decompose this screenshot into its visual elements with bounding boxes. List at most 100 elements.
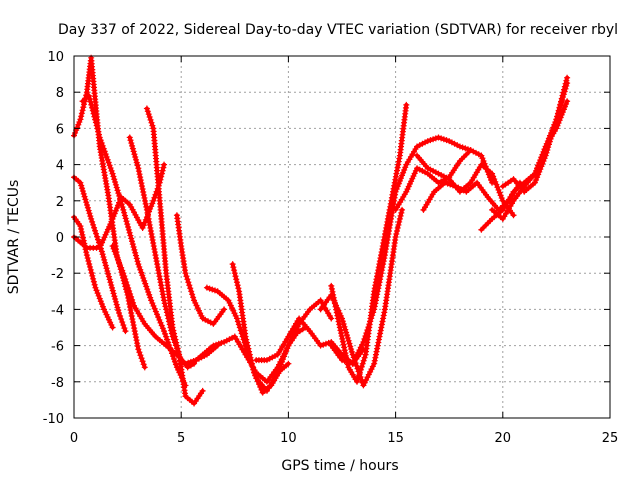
data-point <box>124 221 131 228</box>
data-point <box>357 344 364 351</box>
data-point <box>470 148 477 155</box>
data-point <box>113 205 120 212</box>
data-point <box>535 171 542 178</box>
data-point <box>560 106 567 113</box>
data-point <box>133 255 140 262</box>
data-point <box>109 215 116 222</box>
data-point <box>142 280 149 287</box>
data-point <box>149 122 156 129</box>
data-point <box>248 357 255 364</box>
data-point <box>134 162 141 169</box>
data-point <box>129 296 136 303</box>
data-point <box>561 103 568 110</box>
data-point <box>188 288 195 295</box>
data-point <box>110 213 117 220</box>
data-point <box>121 273 128 280</box>
data-point <box>249 363 256 370</box>
data-point <box>349 351 356 358</box>
data-point <box>121 212 128 219</box>
x-tick-label: 5 <box>177 431 185 446</box>
data-point <box>409 175 416 182</box>
data-point <box>156 316 163 323</box>
data-point <box>111 210 118 217</box>
data-point <box>124 282 131 289</box>
data-point <box>190 294 197 301</box>
data-point <box>202 316 209 323</box>
data-point <box>341 347 348 354</box>
data-point <box>84 204 91 211</box>
data-point <box>554 113 561 120</box>
data-point <box>125 223 132 230</box>
data-point <box>550 127 557 134</box>
x-axis-label: GPS time / hours <box>281 458 398 474</box>
data-point <box>363 330 370 337</box>
data-point <box>394 227 401 234</box>
data-point <box>497 192 504 199</box>
data-point <box>353 362 360 369</box>
data-point <box>288 337 295 344</box>
data-point <box>120 206 127 213</box>
data-point <box>253 375 260 382</box>
data-point <box>457 186 464 193</box>
data-point <box>86 210 93 217</box>
data-point <box>148 119 155 126</box>
y-axis-label: SDTVAR / TECUs <box>6 180 22 295</box>
data-point <box>136 349 143 356</box>
data-point <box>142 197 149 204</box>
data-point <box>562 85 569 92</box>
data-point <box>138 269 145 276</box>
data-point <box>218 339 225 346</box>
series-line <box>329 135 473 366</box>
data-point <box>454 142 461 149</box>
data-point <box>157 319 164 326</box>
data-point <box>145 111 152 118</box>
data-point <box>159 167 166 174</box>
data-point <box>534 174 541 181</box>
data-point <box>210 342 217 349</box>
data-point <box>363 376 370 383</box>
data-point <box>342 326 349 333</box>
data-point <box>134 258 141 265</box>
data-point <box>119 204 126 211</box>
data-point <box>112 181 119 188</box>
data-point <box>246 348 253 355</box>
data-point <box>394 224 401 231</box>
data-point <box>94 290 101 297</box>
data-point <box>95 292 102 299</box>
data-point <box>149 200 156 207</box>
data-point <box>75 121 82 128</box>
data-point <box>277 358 284 365</box>
data-point <box>116 199 123 206</box>
data-point <box>361 336 368 343</box>
data-point <box>367 368 374 375</box>
data-point <box>106 276 113 283</box>
data-point <box>120 322 127 329</box>
data-point <box>128 140 135 147</box>
data-point <box>399 172 406 179</box>
data-point <box>78 182 85 189</box>
data-point <box>107 279 114 286</box>
data-point <box>229 261 236 268</box>
data-point <box>96 244 103 251</box>
data-point <box>341 344 348 351</box>
data-point <box>333 306 340 313</box>
data-point <box>406 180 413 187</box>
data-point <box>206 285 213 292</box>
data-point <box>414 143 421 150</box>
data-point <box>369 312 376 319</box>
data-point <box>400 169 407 176</box>
data-point <box>479 155 486 162</box>
data-point <box>221 306 228 313</box>
data-point <box>248 360 255 367</box>
data-point <box>78 228 85 235</box>
data-point <box>359 360 366 367</box>
data-point <box>412 167 419 174</box>
data-point <box>339 338 346 345</box>
data-point <box>135 168 142 175</box>
data-point <box>129 241 136 248</box>
data-point <box>114 304 121 311</box>
data-point <box>127 290 134 297</box>
data-point <box>254 378 261 385</box>
data-point <box>354 378 361 385</box>
data-point <box>403 101 410 108</box>
